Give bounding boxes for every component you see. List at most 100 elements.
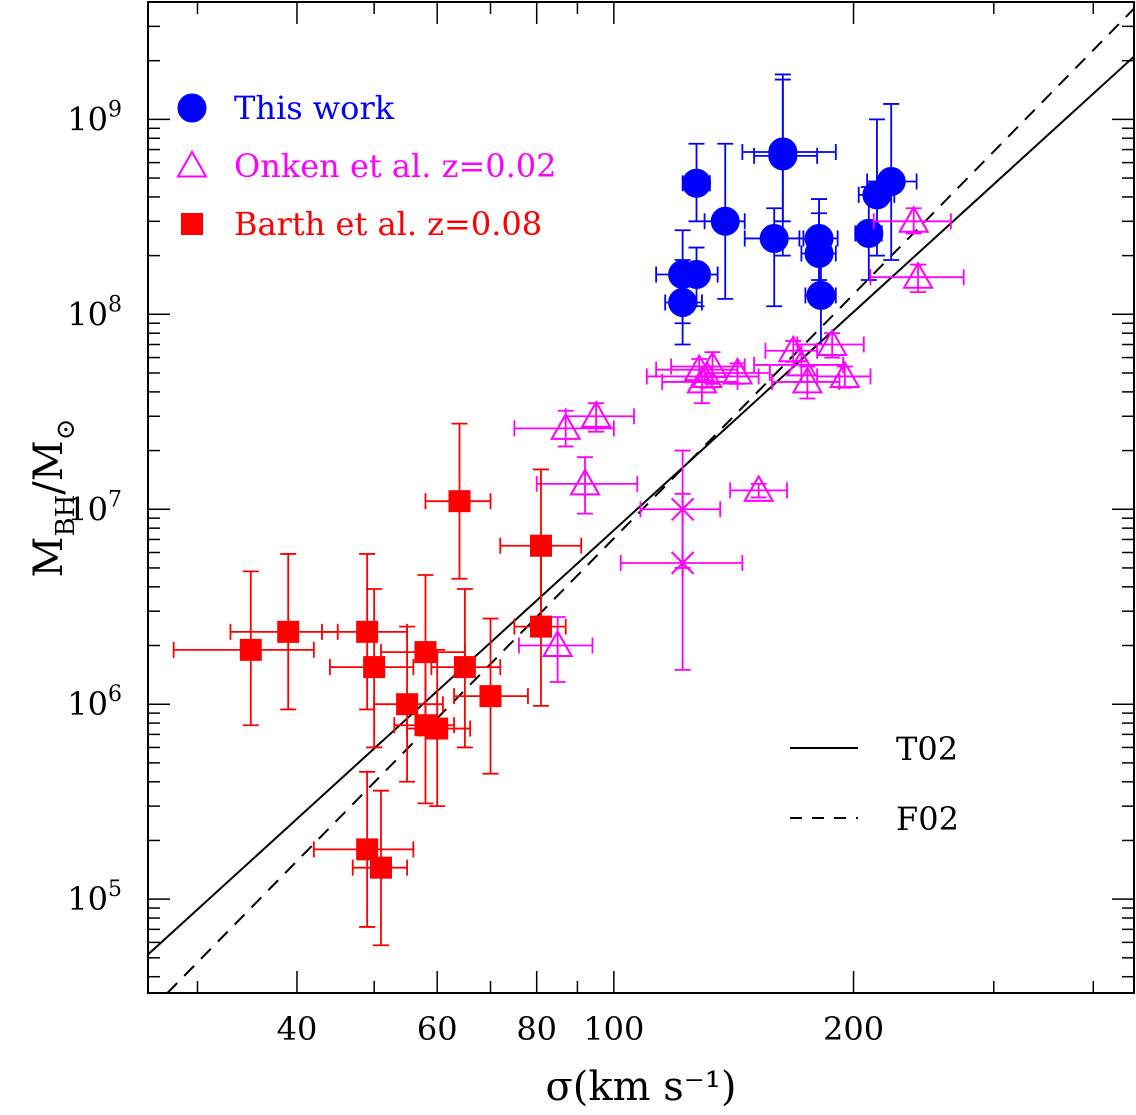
triangle-marker <box>742 474 775 502</box>
y-tick-label: 106 <box>67 682 122 723</box>
square-marker <box>369 856 392 879</box>
data-point <box>535 456 639 515</box>
line-legend: T02 F02 <box>790 730 959 838</box>
y-tick-label: 105 <box>67 877 122 918</box>
data-point <box>351 789 409 947</box>
series-2 <box>619 449 744 671</box>
y-tick-label: 107 <box>67 487 122 528</box>
data-point <box>619 492 744 671</box>
axis-tick-labels: 40 60 80 100 200 105 106 107 108 109 <box>67 97 884 1048</box>
circle-marker <box>668 287 698 317</box>
data-point <box>804 242 837 346</box>
square-marker <box>181 213 203 235</box>
triangle-marker <box>829 360 861 388</box>
line-legend-item: T02 <box>790 730 958 768</box>
x-tick-label: 100 <box>583 1010 644 1048</box>
square-marker <box>529 615 552 638</box>
triangle-marker <box>549 412 582 440</box>
triangle-marker <box>816 328 848 357</box>
square-marker <box>277 620 300 643</box>
data-point <box>661 365 739 405</box>
square-marker <box>529 534 552 557</box>
data-point <box>771 365 841 400</box>
legend-label: Barth et al. z=0.08 <box>234 205 542 243</box>
triangle-marker <box>777 334 809 363</box>
data-point <box>172 570 315 727</box>
data-point <box>741 78 837 223</box>
line-legend-label: T02 <box>896 730 958 768</box>
line-legend-item: F02 <box>790 800 959 838</box>
x-tick-label: 80 <box>516 1010 557 1048</box>
svg-text:MBH/M⊙: MBH/M⊙ <box>26 419 81 578</box>
triangle-marker <box>897 205 930 233</box>
data-point <box>430 588 502 749</box>
circle-marker <box>682 168 712 198</box>
legend-item: Barth et al. z=0.08 <box>181 205 542 243</box>
data-point <box>564 400 635 433</box>
circle-marker <box>854 218 884 248</box>
data-point <box>406 648 472 808</box>
line-legend-label: F02 <box>896 800 959 838</box>
data-point <box>453 617 529 775</box>
triangle-marker <box>686 365 718 394</box>
legend-label: Onken et al. z=0.02 <box>234 147 557 185</box>
triangle-marker <box>902 261 934 289</box>
triangle-marker <box>696 350 729 378</box>
data-point <box>424 422 492 580</box>
data-point <box>743 207 805 308</box>
square-marker <box>479 685 502 708</box>
data-point <box>816 360 872 389</box>
x-axis-title: σ(km s⁻¹) <box>545 1064 736 1110</box>
plot-frame <box>147 1 1135 994</box>
triangle-marker <box>721 356 754 385</box>
triangle-marker <box>580 400 612 428</box>
data-point <box>872 205 952 235</box>
data-point <box>329 588 415 749</box>
data-point <box>380 574 466 731</box>
axis-ticks <box>148 1 1134 993</box>
circle-marker <box>177 93 207 123</box>
data-point <box>764 334 819 363</box>
y-tick-label: 108 <box>67 292 122 333</box>
triangle-marker <box>791 365 824 394</box>
y-axis-title: MBH/M⊙ <box>26 419 81 578</box>
data-point <box>800 212 837 293</box>
square-marker <box>356 838 379 861</box>
data-point <box>312 770 415 928</box>
square-marker <box>356 620 379 643</box>
square-marker <box>426 717 449 740</box>
series-1 <box>513 205 965 683</box>
data-point <box>670 350 746 385</box>
marker-legend: This work Onken et al. z=0.02 Barth et al.… <box>176 89 557 243</box>
data-point <box>639 449 722 569</box>
triangle-marker <box>785 348 818 377</box>
data-point <box>703 356 771 385</box>
triangle-marker <box>176 149 208 178</box>
square-marker <box>363 656 386 679</box>
triangle-marker <box>569 467 601 496</box>
data-point <box>321 553 409 711</box>
square-marker <box>239 638 262 661</box>
data-point <box>703 142 746 300</box>
series-0 <box>655 73 918 346</box>
data-point <box>866 103 918 261</box>
triangle-marker <box>541 629 574 658</box>
x-tick-label: 40 <box>277 1010 318 1048</box>
y-tick-label: 109 <box>67 97 122 138</box>
legend-item: This work <box>177 89 395 127</box>
data-point <box>729 474 788 502</box>
series-3 <box>172 422 583 947</box>
circle-marker <box>806 280 836 310</box>
data-point <box>513 548 567 707</box>
square-marker <box>396 693 419 716</box>
circle-marker <box>759 223 789 253</box>
circle-marker <box>682 260 712 290</box>
data-point <box>869 261 965 293</box>
square-marker <box>448 490 471 513</box>
legend-item: Onken et al. z=0.02 <box>176 147 557 185</box>
data-point <box>513 409 615 448</box>
circle-marker <box>768 137 798 167</box>
plot-area-border <box>147 1 1135 994</box>
circle-marker <box>804 239 834 269</box>
x-tick-label: 60 <box>417 1010 458 1048</box>
